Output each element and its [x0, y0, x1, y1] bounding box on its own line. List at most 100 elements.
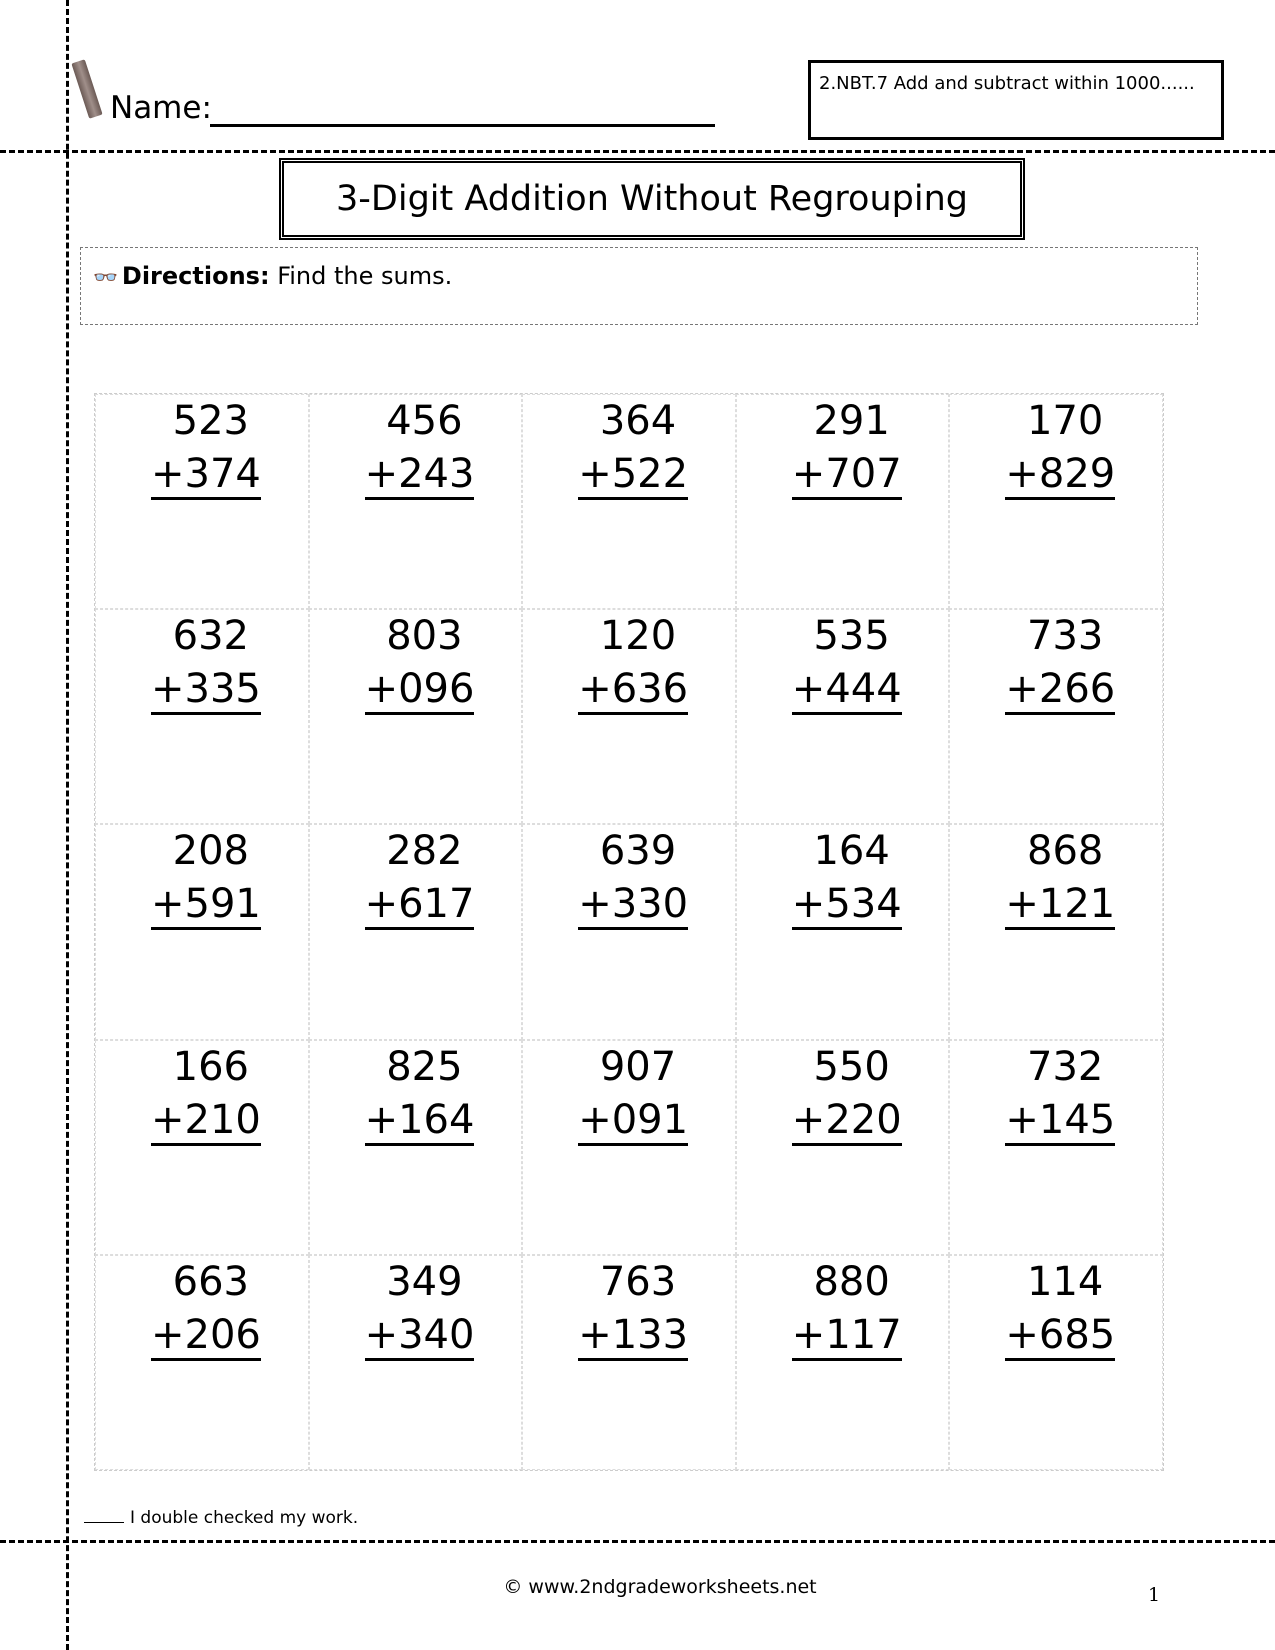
- problem: 349 +340: [364, 1256, 475, 1362]
- problem: 732 +145: [1005, 1041, 1116, 1147]
- addend-top: 639: [599, 828, 677, 875]
- addend-bottom: +210: [151, 1096, 261, 1146]
- problem-cell[interactable]: 291 +707: [735, 394, 950, 610]
- problem-cell[interactable]: 164 +534: [735, 824, 950, 1040]
- addend-top: 880: [813, 1258, 890, 1305]
- addend-top: 825: [386, 1043, 463, 1090]
- problem: 880 +117: [791, 1256, 902, 1362]
- addend-top: 763: [599, 1258, 677, 1305]
- addend-top: 349: [386, 1258, 463, 1305]
- problem: 763 +133: [578, 1256, 689, 1362]
- addend-bottom: +340: [364, 1311, 475, 1361]
- problem: 663 +206: [151, 1256, 261, 1362]
- problem-cell[interactable]: 663 +206: [95, 1254, 309, 1470]
- addend-top: 868: [1027, 828, 1104, 875]
- addend-bottom: +121: [1005, 881, 1116, 931]
- addend-bottom: +522: [578, 451, 689, 500]
- addend-top: 663: [172, 1258, 249, 1305]
- addend-bottom: +164: [364, 1096, 475, 1146]
- problem-cell[interactable]: 639 +330: [522, 824, 736, 1040]
- problem: 825 +164: [364, 1041, 475, 1147]
- problem: 291 +707: [791, 395, 902, 501]
- problem-cell[interactable]: 120 +636: [522, 609, 736, 825]
- addend-top: 632: [172, 613, 249, 660]
- problem-cell[interactable]: 523 +374: [95, 394, 309, 610]
- problem-cell[interactable]: 364 +522: [522, 394, 736, 610]
- addend-top: 114: [1027, 1258, 1104, 1305]
- problem: 907 +091: [578, 1041, 689, 1147]
- addend-top: 733: [1027, 613, 1104, 660]
- addend-bottom: +335: [151, 666, 261, 716]
- addend-top: 364: [599, 398, 677, 444]
- problem: 114 +685: [1005, 1256, 1116, 1362]
- problem-cell[interactable]: 825 +164: [308, 1039, 523, 1255]
- problem-cell[interactable]: 907 +091: [522, 1039, 736, 1255]
- problem: 120 +636: [578, 610, 689, 716]
- problem-cell[interactable]: 880 +117: [735, 1254, 950, 1470]
- problem-cell[interactable]: 166 +210: [95, 1039, 309, 1255]
- problem-cell[interactable]: 803 +096: [308, 609, 523, 825]
- problem-cell[interactable]: 456 +243: [308, 394, 523, 610]
- problem: 639 +330: [578, 825, 689, 931]
- standard-box: 2.NBT.7 Add and subtract within 1000....…: [808, 60, 1224, 140]
- problem: 170 +829: [1005, 395, 1116, 501]
- problem: 208 +591: [151, 825, 261, 931]
- cut-line-bottom: [0, 1540, 1275, 1543]
- problem-cell[interactable]: 535 +444: [735, 609, 950, 825]
- problem: 166 +210: [151, 1041, 261, 1147]
- directions-label: Directions:: [121, 262, 270, 290]
- addend-bottom: +591: [151, 881, 261, 931]
- glasses-icon: 👓: [93, 265, 118, 289]
- copyright: © www.2ndgradeworksheets.net: [503, 1576, 817, 1598]
- problem: 364 +522: [578, 395, 689, 501]
- problem: 282 +617: [364, 825, 475, 931]
- addend-bottom: +206: [151, 1311, 261, 1361]
- addend-bottom: +444: [791, 666, 902, 716]
- problem-cell[interactable]: 763 +133: [522, 1254, 736, 1470]
- addend-top: 803: [386, 613, 463, 660]
- directions-text: Find the sums.: [277, 262, 453, 290]
- addend-top: 550: [813, 1043, 890, 1090]
- addend-bottom: +243: [364, 451, 475, 500]
- title-text: 3-Digit Addition Without Regrouping: [336, 179, 968, 219]
- directions-box: 👓 Directions: Find the sums.: [80, 247, 1198, 325]
- problem: 535 +444: [791, 610, 902, 716]
- addend-bottom: +145: [1005, 1096, 1116, 1146]
- addend-bottom: +330: [578, 881, 689, 931]
- problem-cell[interactable]: 208 +591: [95, 824, 309, 1040]
- addend-bottom: +636: [578, 666, 689, 716]
- addend-bottom: +829: [1005, 451, 1116, 500]
- addend-bottom: +096: [364, 666, 475, 716]
- addend-top: 120: [599, 613, 677, 660]
- problem-cell[interactable]: 170 +829: [949, 394, 1163, 610]
- problem-cell[interactable]: 282 +617: [308, 824, 523, 1040]
- problem: 164 +534: [791, 825, 902, 931]
- problem-cell[interactable]: 349 +340: [308, 1254, 523, 1470]
- problem-cell[interactable]: 732 +145: [949, 1039, 1163, 1255]
- problem-cell[interactable]: 114 +685: [949, 1254, 1163, 1470]
- page-title: 3-Digit Addition Without Regrouping: [279, 158, 1025, 240]
- problem-cell[interactable]: 733 +266: [949, 609, 1163, 825]
- name-field[interactable]: [210, 124, 715, 127]
- check-text: I double checked my work.: [130, 1508, 359, 1528]
- cut-line-vertical: [66, 0, 69, 1650]
- addend-bottom: +707: [791, 451, 902, 500]
- cut-line-top: [0, 150, 1275, 153]
- problem-cell[interactable]: 868 +121: [949, 824, 1163, 1040]
- addend-bottom: +133: [578, 1311, 689, 1361]
- problem: 550 +220: [791, 1041, 902, 1147]
- name-label: Name:: [110, 90, 212, 126]
- check-blank[interactable]: [84, 1522, 124, 1523]
- addend-top: 170: [1027, 398, 1104, 444]
- problem-cell[interactable]: 632 +335: [95, 609, 309, 825]
- problem-cell[interactable]: 550 +220: [735, 1039, 950, 1255]
- double-check: I double checked my work.: [84, 1508, 358, 1528]
- pencil-icon: [71, 59, 103, 119]
- problem-grid: 523 +374 456 +243 364 +522 291 +707 170 +829 632 +3…: [94, 393, 1164, 1471]
- addend-bottom: +617: [364, 881, 475, 931]
- addend-bottom: +534: [791, 881, 902, 931]
- addend-top: 456: [386, 398, 463, 444]
- addend-bottom: +091: [578, 1096, 689, 1146]
- problem: 523 +374: [151, 395, 261, 501]
- addend-top: 907: [599, 1043, 677, 1090]
